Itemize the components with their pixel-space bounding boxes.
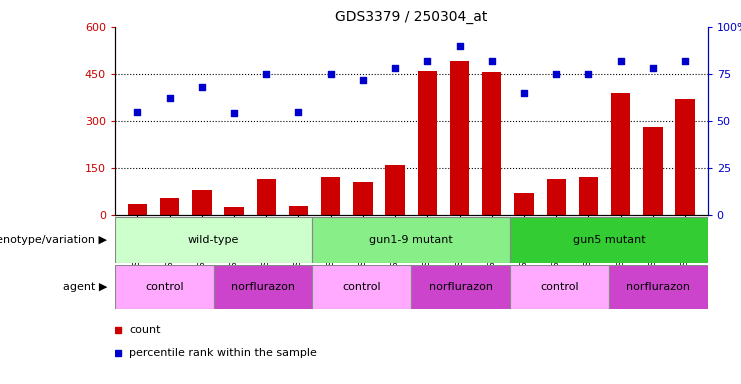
Bar: [510, 217, 708, 263]
Point: [389, 65, 401, 71]
Bar: [321, 177, 340, 215]
Text: gun1-9 mutant: gun1-9 mutant: [369, 235, 453, 245]
Bar: [482, 72, 502, 215]
Bar: [115, 217, 313, 263]
Bar: [213, 265, 313, 309]
Text: percentile rank within the sample: percentile rank within the sample: [129, 348, 317, 358]
Bar: [225, 207, 244, 215]
Text: wild-type: wild-type: [188, 235, 239, 245]
Text: control: control: [145, 282, 184, 292]
Bar: [160, 198, 179, 215]
Point: [325, 71, 336, 77]
Text: norflurazon: norflurazon: [626, 282, 691, 292]
Bar: [676, 99, 695, 215]
Point: [131, 109, 143, 115]
Point: [486, 58, 498, 64]
Bar: [411, 265, 510, 309]
Bar: [579, 177, 598, 215]
Bar: [353, 182, 373, 215]
Bar: [450, 61, 469, 215]
Text: control: control: [342, 282, 381, 292]
Point: [228, 110, 240, 116]
Point: [551, 71, 562, 77]
Bar: [418, 71, 437, 215]
Bar: [192, 190, 211, 215]
Point: [260, 71, 272, 77]
Point: [357, 76, 369, 83]
Bar: [547, 179, 566, 215]
Bar: [385, 165, 405, 215]
Point: [293, 109, 305, 115]
Text: control: control: [540, 282, 579, 292]
Bar: [115, 265, 213, 309]
Bar: [609, 265, 708, 309]
Bar: [643, 127, 662, 215]
Bar: [289, 206, 308, 215]
Point: [453, 43, 465, 49]
Text: norflurazon: norflurazon: [231, 282, 295, 292]
Title: GDS3379 / 250304_at: GDS3379 / 250304_at: [335, 10, 488, 25]
Text: genotype/variation ▶: genotype/variation ▶: [0, 235, 107, 245]
Point: [679, 58, 691, 64]
Text: agent ▶: agent ▶: [63, 282, 107, 292]
Point: [196, 84, 207, 90]
Bar: [510, 265, 609, 309]
Bar: [127, 204, 147, 215]
Point: [582, 71, 594, 77]
Point: [164, 95, 176, 101]
Bar: [611, 93, 631, 215]
Point: [647, 65, 659, 71]
Point: [518, 90, 530, 96]
Point: [615, 58, 627, 64]
Point: [422, 58, 433, 64]
Bar: [313, 265, 411, 309]
Bar: [313, 217, 510, 263]
Bar: [514, 193, 534, 215]
Text: gun5 mutant: gun5 mutant: [573, 235, 645, 245]
Text: count: count: [129, 325, 161, 335]
Text: norflurazon: norflurazon: [428, 282, 493, 292]
Bar: [256, 179, 276, 215]
